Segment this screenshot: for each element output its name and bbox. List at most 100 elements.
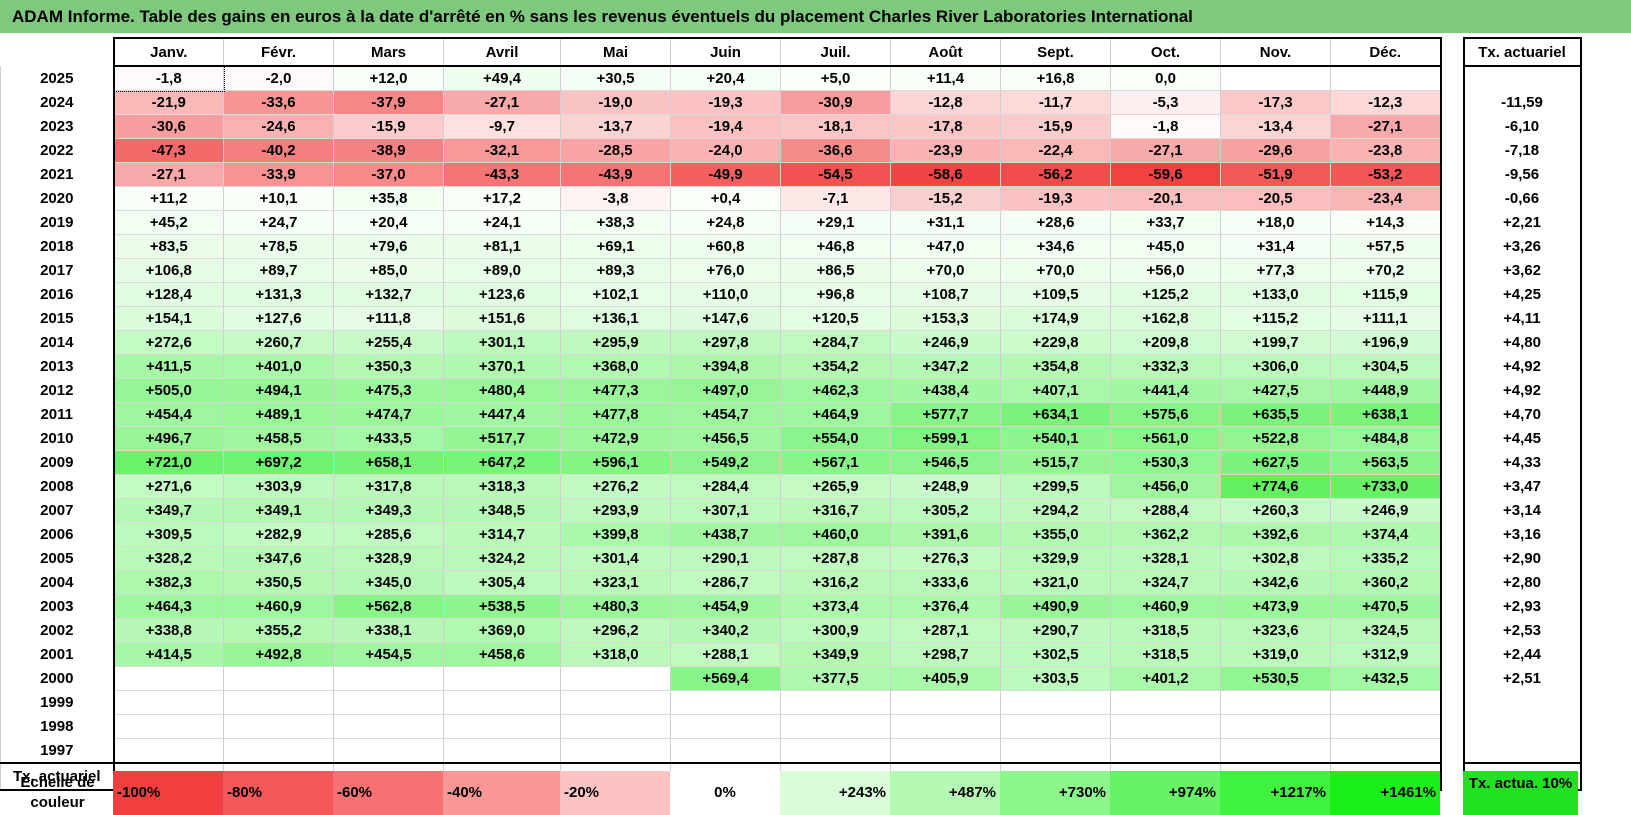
spacer-cell [1440, 522, 1464, 547]
spacer-cell [1440, 714, 1464, 739]
gain-cell: -12,8 [890, 90, 1001, 115]
annual-rate-cell: +2,90 [1462, 546, 1582, 571]
gain-cell: +561,0 [1110, 426, 1221, 451]
spacer-cell [1440, 474, 1464, 499]
gain-cell: -43,3 [443, 162, 561, 187]
gain-cell: +284,7 [780, 330, 891, 355]
legend-swatch: -60% [333, 771, 443, 815]
gain-cell: +329,9 [1000, 546, 1111, 571]
gain-cell: -56,2 [1000, 162, 1111, 187]
gain-cell: +460,9 [1110, 594, 1221, 619]
spacer-cell [1440, 186, 1464, 211]
gain-cell: -30,9 [780, 90, 891, 115]
gain-cell: +477,8 [560, 402, 671, 427]
gain-cell: +407,1 [1000, 378, 1111, 403]
gain-cell: -24,0 [670, 138, 781, 163]
annual-rate-cell: +3,47 [1462, 474, 1582, 499]
gain-cell: +577,7 [890, 402, 1001, 427]
gain-cell: +340,2 [670, 618, 781, 643]
gain-cell: +306,0 [1220, 354, 1331, 379]
gain-cell: -13,7 [560, 114, 671, 139]
gain-cell: +272,6 [112, 330, 224, 355]
gain-cell: +360,2 [1330, 570, 1442, 595]
gain-cell: -3,8 [560, 186, 671, 211]
gain-cell: +110,0 [670, 282, 781, 307]
gain-cell: +290,7 [1000, 618, 1111, 643]
spacer-cell [1440, 38, 1464, 66]
gain-cell: +470,5 [1330, 594, 1442, 619]
gain-cell: -37,0 [333, 162, 444, 187]
gain-cell: +24,1 [443, 210, 561, 235]
gain-cell: +276,3 [890, 546, 1001, 571]
gain-cell: +24,8 [670, 210, 781, 235]
annual-rate-cell: -9,56 [1462, 162, 1582, 187]
table-row: 1998 [0, 714, 1582, 739]
gain-cell: +153,3 [890, 306, 1001, 331]
gain-cell: +733,0 [1330, 474, 1442, 499]
gain-cell: +286,7 [670, 570, 781, 595]
gain-cell: +302,5 [1000, 642, 1111, 667]
gain-cell: +86,5 [780, 258, 891, 283]
gain-cell: +282,9 [223, 522, 334, 547]
table-row: 1997 [0, 738, 1582, 764]
year-label: 2006 [0, 522, 114, 547]
gain-cell: +562,8 [333, 594, 444, 619]
year-label: 2001 [0, 642, 114, 667]
year-label: 2002 [0, 618, 114, 643]
spacer-cell [1440, 666, 1464, 691]
gain-cell: +288,4 [1110, 498, 1221, 523]
gain-cell: -54,5 [780, 162, 891, 187]
gain-cell [223, 690, 334, 715]
table-row: 2001 +414,5 +492,8 +454,5 +458,6 +318,0 +288,1… [0, 642, 1582, 667]
gain-cell: +318,5 [1110, 618, 1221, 643]
gain-cell: +454,7 [670, 402, 781, 427]
year-label: 2000 [0, 666, 114, 691]
annual-rate-cell: +4,92 [1462, 378, 1582, 403]
gain-cell [1000, 714, 1111, 739]
gain-cell: +635,5 [1220, 402, 1331, 427]
annual-rate-cell [1462, 66, 1582, 91]
gain-cell: -15,2 [890, 186, 1001, 211]
gain-cell [1220, 714, 1331, 739]
gain-cell: +31,4 [1220, 234, 1331, 259]
table-row: 2023 -30,6 -24,6 -15,9 -9,7 -13,7 -19,4 -18,1 -1… [0, 114, 1582, 139]
gain-cell: -23,4 [1330, 186, 1442, 211]
month-header: Févr. [223, 37, 334, 67]
annual-rate-cell: +4,11 [1462, 306, 1582, 331]
gain-cell: +246,9 [1330, 498, 1442, 523]
gain-cell: -27,1 [1110, 138, 1221, 163]
gain-cell: +11,2 [112, 186, 224, 211]
gain-cell: +354,2 [780, 354, 891, 379]
gain-cell [890, 738, 1001, 764]
gain-cell: +530,5 [1220, 666, 1331, 691]
gain-cell: +16,8 [1000, 65, 1111, 91]
gain-cell: -27,1 [112, 162, 224, 187]
table-row: 2004 +382,3 +350,5 +345,0 +305,4 +323,1 +286,7… [0, 570, 1582, 595]
gain-cell: +347,2 [890, 354, 1001, 379]
gain-cell [443, 738, 561, 764]
gain-cell: +147,6 [670, 306, 781, 331]
gain-cell: +255,4 [333, 330, 444, 355]
gain-cell: +305,4 [443, 570, 561, 595]
gain-cell: -20,5 [1220, 186, 1331, 211]
gain-cell [780, 738, 891, 764]
gain-cell: -15,9 [1000, 114, 1111, 139]
spacer-cell [1440, 570, 1464, 595]
gain-cell: +302,8 [1220, 546, 1331, 571]
gain-cell: +303,9 [223, 474, 334, 499]
gain-cell: +209,8 [1110, 330, 1221, 355]
gain-cell: +70,0 [1000, 258, 1111, 283]
gain-cell [443, 666, 561, 691]
spacer-cell [1440, 618, 1464, 643]
month-header: Juin [670, 37, 781, 67]
gain-cell: +300,9 [780, 618, 891, 643]
gain-cell: +128,4 [112, 282, 224, 307]
legend-label: Echelle de couleur [20, 774, 95, 811]
annual-rate-cell: +3,62 [1462, 258, 1582, 283]
gain-cell: +85,0 [333, 258, 444, 283]
gain-cell: -47,3 [112, 138, 224, 163]
year-label: 2018 [0, 234, 114, 259]
annual-rate-cell: +3,26 [1462, 234, 1582, 259]
gain-cell: +342,6 [1220, 570, 1331, 595]
gain-cell: -11,7 [1000, 90, 1111, 115]
